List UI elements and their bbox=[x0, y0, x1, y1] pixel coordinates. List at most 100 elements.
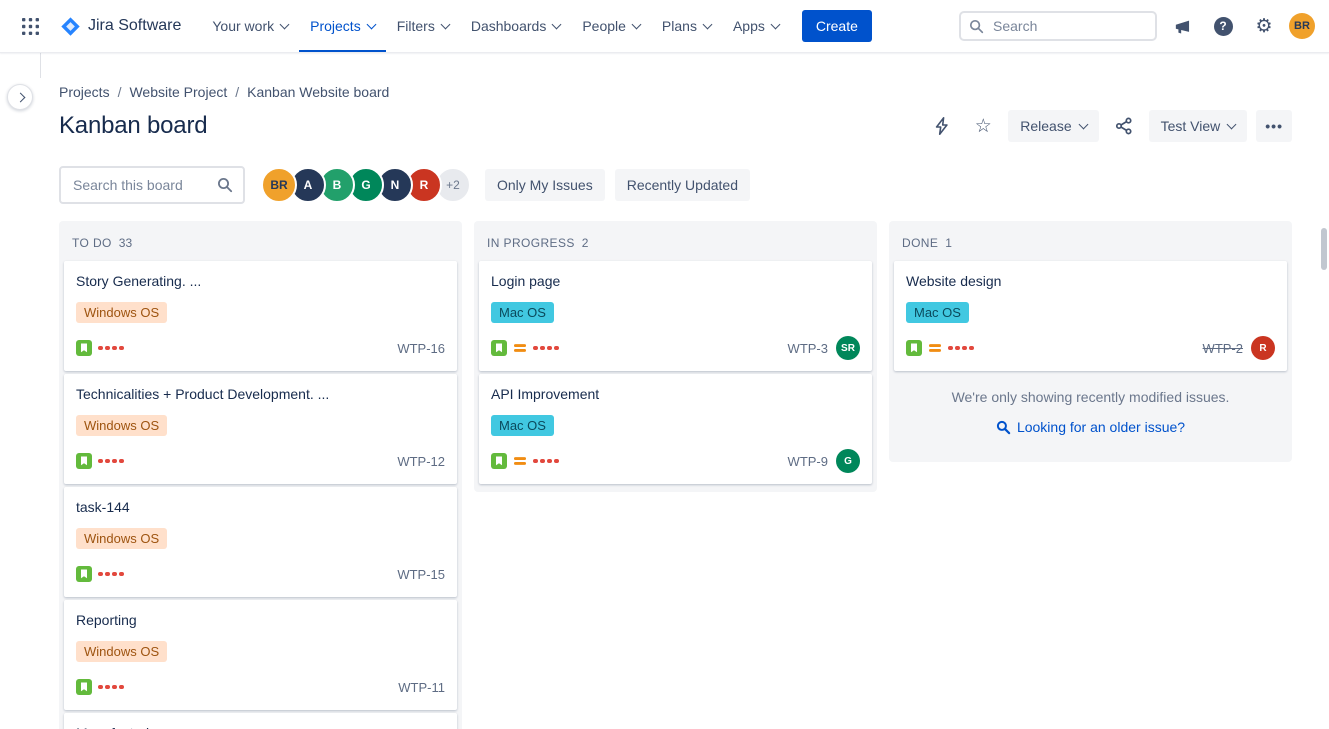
epic-label[interactable]: Mac OS bbox=[491, 302, 554, 323]
filter-bar: BRABGNR+2 Only My Issues Recently Update… bbox=[59, 166, 1292, 204]
assignee-avatar[interactable]: SR bbox=[836, 336, 860, 360]
topnav-item-plans[interactable]: Plans bbox=[651, 0, 722, 52]
epic-label[interactable]: Mac OS bbox=[906, 302, 969, 323]
chevron-down-icon bbox=[631, 20, 641, 30]
issue-card[interactable]: Technicalities + Product Development. ..… bbox=[64, 374, 457, 484]
topnav-item-people[interactable]: People bbox=[571, 0, 651, 52]
create-button[interactable]: Create bbox=[802, 10, 872, 42]
card-list: Login page Mac OS WTP-3 SR API Improveme… bbox=[474, 261, 877, 492]
chevron-down-icon bbox=[440, 20, 450, 30]
topnav-item-label: Your work bbox=[212, 18, 274, 34]
breadcrumb: Projects / Website Project / Kanban Webs… bbox=[59, 84, 1292, 100]
announcement-icon[interactable] bbox=[1166, 10, 1198, 42]
release-button[interactable]: Release bbox=[1008, 110, 1098, 142]
issue-title: task-144 bbox=[76, 498, 445, 516]
apps-grid-icon[interactable] bbox=[14, 10, 46, 42]
issue-key: WTP-3 bbox=[788, 341, 828, 356]
sidebar-divider bbox=[40, 52, 41, 78]
search-icon bbox=[969, 19, 984, 34]
story-icon bbox=[906, 340, 922, 356]
issue-key: WTP-11 bbox=[398, 680, 445, 695]
issue-card[interactable]: Website design Mac OS WTP-2 R bbox=[894, 261, 1287, 371]
issue-card[interactable]: task-144 Windows OS WTP-15 bbox=[64, 487, 457, 597]
issue-key: WTP-2 bbox=[1203, 341, 1243, 356]
breadcrumb-separator: / bbox=[118, 84, 122, 100]
scrollbar-thumb[interactable] bbox=[1321, 228, 1327, 270]
epic-label[interactable]: Windows OS bbox=[76, 302, 167, 323]
main-content: Projects / Website Project / Kanban Webs… bbox=[0, 84, 1329, 729]
epic-label[interactable]: Windows OS bbox=[76, 415, 167, 436]
column-count: 33 bbox=[119, 236, 132, 250]
breadcrumb-kanban-website-board[interactable]: Kanban Website board bbox=[247, 84, 389, 100]
issue-title: Website design bbox=[906, 272, 1275, 290]
board-search bbox=[59, 166, 245, 204]
issue-title: Manufacturing. ... bbox=[76, 724, 445, 729]
page-title: Kanban board bbox=[59, 112, 207, 140]
chevron-down-icon bbox=[552, 20, 562, 30]
star-icon[interactable]: ☆ bbox=[967, 110, 999, 142]
column-header: IN PROGRESS 2 bbox=[474, 221, 877, 261]
jira-logo-icon bbox=[60, 16, 81, 37]
topnav-item-projects[interactable]: Projects bbox=[299, 0, 386, 52]
dots-icon bbox=[98, 459, 126, 464]
avatar-stack: BRABGNR+2 bbox=[261, 167, 471, 203]
issue-card[interactable]: API Improvement Mac OS WTP-9 G bbox=[479, 374, 872, 484]
settings-gear-icon[interactable]: ⚙ bbox=[1248, 10, 1280, 42]
topnav-item-label: People bbox=[582, 18, 626, 34]
more-options-button[interactable]: ••• bbox=[1256, 110, 1292, 142]
story-icon bbox=[491, 340, 507, 356]
topnav-item-your-work[interactable]: Your work bbox=[201, 0, 299, 52]
breadcrumb-separator: / bbox=[235, 84, 239, 100]
lightning-icon[interactable] bbox=[926, 110, 958, 142]
recently-updated-button[interactable]: Recently Updated bbox=[615, 169, 750, 201]
help-icon[interactable]: ? bbox=[1207, 10, 1239, 42]
column-done: DONE 1 Website design Mac OS WTP-2 R We'… bbox=[889, 221, 1292, 462]
avatar-br[interactable]: BR bbox=[261, 167, 297, 203]
topnav-item-apps[interactable]: Apps bbox=[722, 0, 790, 52]
top-navigation: Jira Software Your work Projects Filters… bbox=[0, 0, 1329, 53]
issue-title: API Improvement bbox=[491, 385, 860, 403]
story-icon bbox=[76, 340, 92, 356]
topnav-item-label: Dashboards bbox=[471, 18, 547, 34]
release-label: Release bbox=[1020, 118, 1071, 134]
issue-key: WTP-15 bbox=[397, 567, 445, 582]
breadcrumb-website-project[interactable]: Website Project bbox=[129, 84, 227, 100]
topnav-item-filters[interactable]: Filters bbox=[386, 0, 460, 52]
topnav-items: Your work Projects Filters Dashboards Pe… bbox=[201, 0, 790, 52]
jira-logo[interactable]: Jira Software bbox=[54, 16, 187, 37]
card-list: Story Generating. ... Windows OS WTP-16 … bbox=[59, 261, 462, 729]
issue-card[interactable]: Story Generating. ... Windows OS WTP-16 bbox=[64, 261, 457, 371]
topnav-item-label: Apps bbox=[733, 18, 765, 34]
issue-card[interactable]: Login page Mac OS WTP-3 SR bbox=[479, 261, 872, 371]
epic-label[interactable]: Mac OS bbox=[491, 415, 554, 436]
issue-title: Login page bbox=[491, 272, 860, 290]
older-issues-link[interactable]: Looking for an older issue? bbox=[996, 419, 1185, 435]
column-count: 1 bbox=[945, 236, 952, 250]
dots-icon bbox=[533, 346, 561, 351]
topnav-item-label: Plans bbox=[662, 18, 697, 34]
share-icon[interactable] bbox=[1108, 110, 1140, 142]
epic-label[interactable]: Windows OS bbox=[76, 641, 167, 662]
breadcrumb-projects[interactable]: Projects bbox=[59, 84, 110, 100]
dots-icon bbox=[98, 572, 126, 577]
epic-label[interactable]: Windows OS bbox=[76, 528, 167, 549]
user-avatar[interactable]: BR bbox=[1289, 13, 1315, 39]
expand-sidebar-button[interactable] bbox=[7, 84, 33, 110]
global-search-input[interactable] bbox=[991, 17, 1147, 35]
topnav-item-dashboards[interactable]: Dashboards bbox=[460, 0, 572, 52]
issue-title: Reporting bbox=[76, 611, 445, 629]
issue-card[interactable]: Manufacturing. ... Windows OS bbox=[64, 713, 457, 729]
dots-icon bbox=[98, 346, 126, 351]
assignee-avatar[interactable]: G bbox=[836, 449, 860, 473]
story-icon bbox=[76, 679, 92, 695]
only-my-issues-button[interactable]: Only My Issues bbox=[485, 169, 605, 201]
assignee-avatar[interactable]: R bbox=[1251, 336, 1275, 360]
search-icon bbox=[996, 420, 1011, 435]
dots-icon bbox=[98, 685, 126, 690]
view-selector-button[interactable]: Test View bbox=[1149, 110, 1248, 142]
column-name: TO DO bbox=[72, 236, 112, 250]
board-search-input[interactable] bbox=[71, 176, 211, 194]
global-search bbox=[959, 11, 1157, 41]
story-icon bbox=[76, 453, 92, 469]
issue-card[interactable]: Reporting Windows OS WTP-11 bbox=[64, 600, 457, 710]
